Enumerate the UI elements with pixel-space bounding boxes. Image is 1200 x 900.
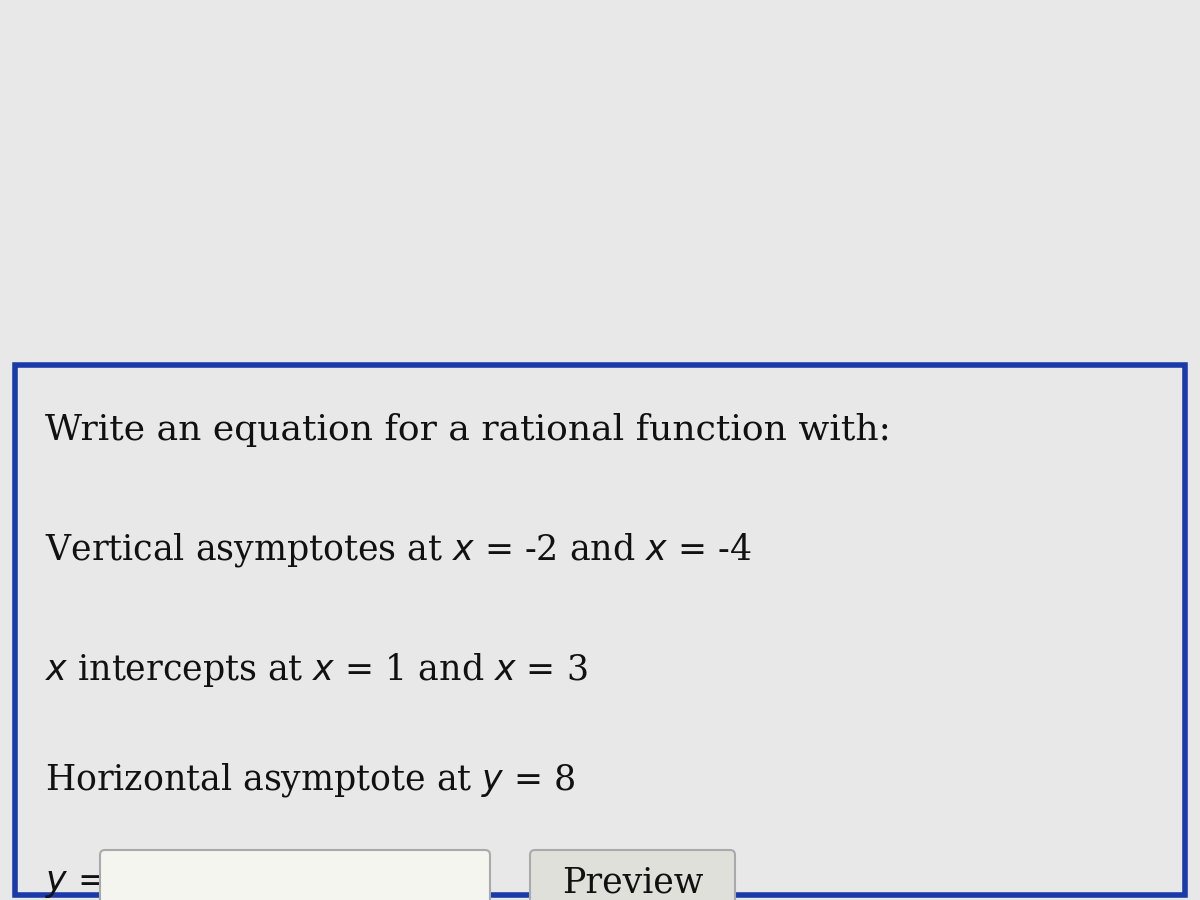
Text: Write an equation for a rational function with:: Write an equation for a rational functio… <box>46 413 890 447</box>
Text: Horizontal asymptote at $y$ = 8: Horizontal asymptote at $y$ = 8 <box>46 761 576 799</box>
Text: Preview: Preview <box>562 866 703 899</box>
Text: Vertical asymptotes at $x$ = -2 and $x$ = -4: Vertical asymptotes at $x$ = -2 and $x$ … <box>46 531 751 569</box>
FancyBboxPatch shape <box>100 850 490 900</box>
Text: $y$ =: $y$ = <box>46 866 104 899</box>
Text: $x$ intercepts at $x$ = 1 and $x$ = 3: $x$ intercepts at $x$ = 1 and $x$ = 3 <box>46 651 588 689</box>
FancyBboxPatch shape <box>14 365 1186 895</box>
FancyBboxPatch shape <box>530 850 734 900</box>
